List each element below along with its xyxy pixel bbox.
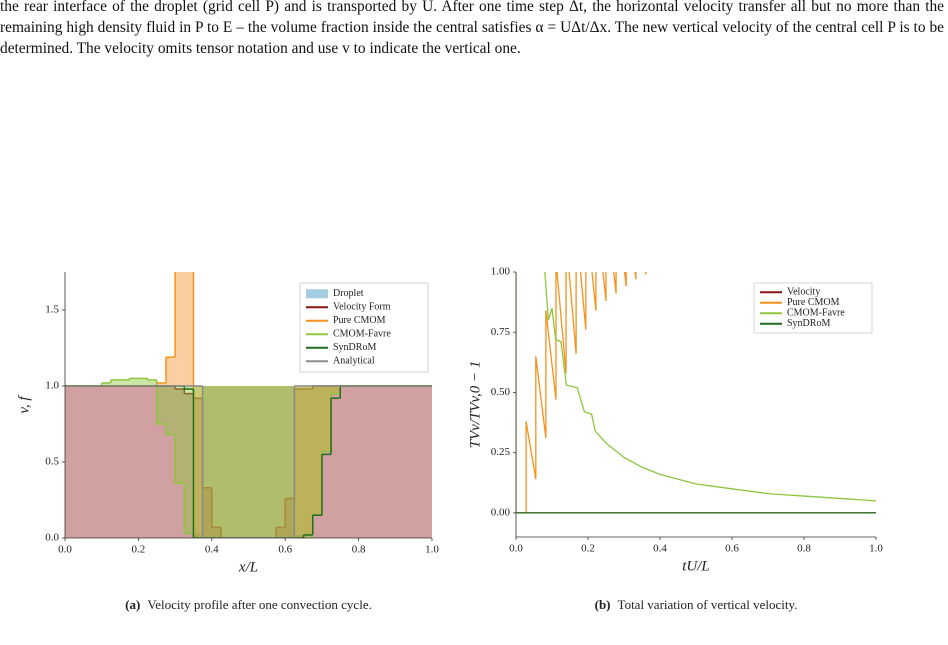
y-tick-label: 1.00 xyxy=(491,266,511,278)
x-tick-label: 0.8 xyxy=(352,544,366,556)
x-tick-label: 0.4 xyxy=(205,544,219,556)
step-fill xyxy=(193,386,313,538)
step-fill xyxy=(331,386,341,394)
caption-tag: (a) xyxy=(125,597,140,612)
y-tick-label: 0.00 xyxy=(491,506,511,518)
step-fill xyxy=(331,386,341,394)
plot-area xyxy=(65,272,432,538)
series-line xyxy=(516,272,876,513)
y-tick-label: 1.0 xyxy=(45,380,59,392)
x-tick-label: 0.0 xyxy=(58,544,72,556)
x-tick-label: 0.0 xyxy=(509,543,523,555)
step-fill xyxy=(175,389,185,538)
legend-label: Pure CMOM xyxy=(787,297,840,308)
y-tick-label: 0.5 xyxy=(45,456,59,468)
y-tick-label: 0.25 xyxy=(491,446,511,458)
legend-label: Velocity Form xyxy=(333,302,391,313)
caption-tag: (b) xyxy=(595,597,611,612)
step-fill xyxy=(175,386,185,484)
step-fill xyxy=(184,393,194,538)
caption: (a) Velocity profile after one convectio… xyxy=(125,597,372,612)
legend-label: SynDRoM xyxy=(333,342,376,353)
step-fill xyxy=(156,382,166,386)
step-fill xyxy=(321,386,332,452)
step-fill xyxy=(321,386,332,452)
x-tick-label: 0.4 xyxy=(653,543,667,555)
y-axis-label: v, f xyxy=(16,395,32,414)
step-fill xyxy=(303,386,313,535)
step-fill xyxy=(312,386,432,538)
step-fill xyxy=(101,382,111,386)
x-tick-label: 0.8 xyxy=(797,543,811,555)
legend-label: CMOM-Favre xyxy=(787,308,845,319)
legend-label: SynDRoM xyxy=(787,318,830,329)
legend-label: Analytical xyxy=(333,356,375,367)
legend-label: Droplet xyxy=(333,288,364,299)
paragraph: the rear interface of the droplet (grid … xyxy=(0,0,944,57)
step-fill xyxy=(165,386,176,435)
caption: (b) Total variation of vertical velocity… xyxy=(595,597,798,612)
x-tick-label: 1.0 xyxy=(869,543,883,555)
x-tick-label: 0.2 xyxy=(132,544,146,556)
x-tick-label: 0.2 xyxy=(581,543,595,555)
y-tick-label: 0.75 xyxy=(491,326,511,338)
y-axis-label: TVv/TVv,0 − 1 xyxy=(467,361,483,449)
y-tick-label: 0.50 xyxy=(491,386,511,398)
plot-area xyxy=(516,272,876,514)
x-tick-label: 1.0 xyxy=(425,544,439,556)
step-fill xyxy=(129,378,148,386)
caption-text: Total variation of vertical velocity. xyxy=(618,597,798,612)
y-tick-label: 1.5 xyxy=(45,304,59,316)
x-tick-label: 0.6 xyxy=(278,544,292,556)
step-fill xyxy=(193,386,304,538)
y-tick-label: 0.0 xyxy=(45,532,59,544)
x-tick-label: 0.6 xyxy=(725,543,739,555)
step-fill xyxy=(156,386,166,424)
caption-text: Velocity profile after one convection cy… xyxy=(147,597,372,612)
step-fill xyxy=(312,386,322,516)
legend-swatch xyxy=(306,289,328,299)
step-fill xyxy=(175,272,194,386)
step-fill xyxy=(110,379,130,386)
series-line xyxy=(516,272,647,514)
step-fill xyxy=(184,386,194,534)
legend-label: CMOM-Favre xyxy=(333,329,391,340)
x-axis-label: x/L xyxy=(238,559,258,575)
step-fill xyxy=(147,379,157,386)
step-fill xyxy=(165,357,176,386)
legend-label: Pure CMOM xyxy=(333,315,386,326)
x-axis-label: tU/L xyxy=(682,558,710,574)
step-fill xyxy=(312,386,322,516)
legend-label: Velocity xyxy=(787,287,820,298)
